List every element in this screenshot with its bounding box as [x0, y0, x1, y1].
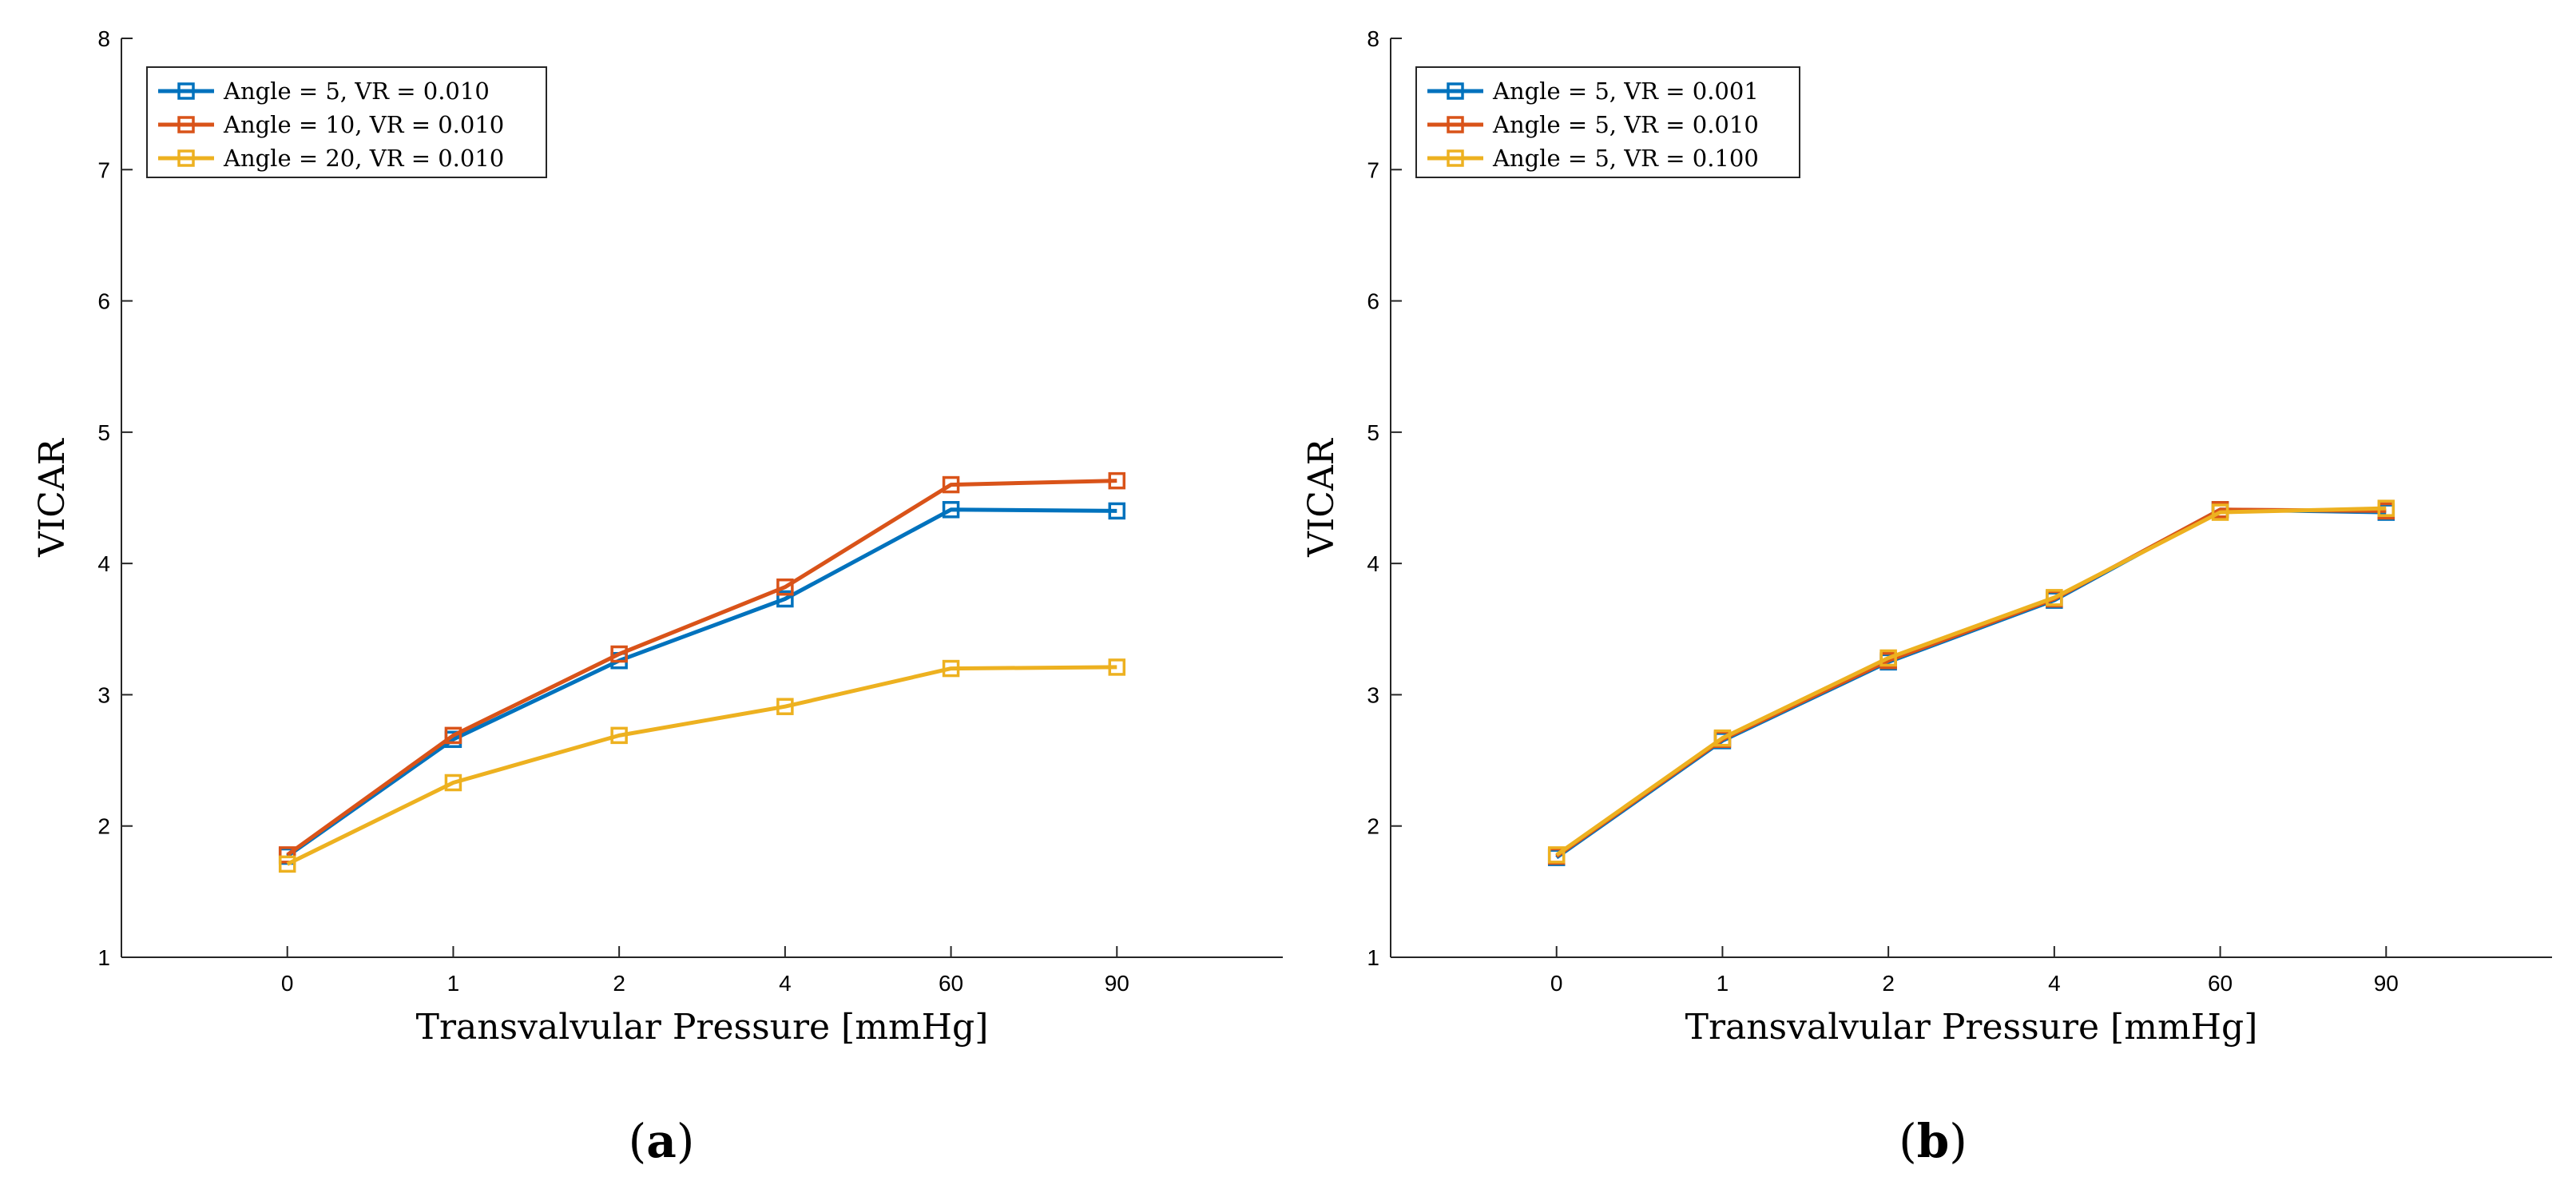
data-point-marker — [1713, 729, 1732, 747]
series-line — [1555, 507, 2387, 858]
legend: Angle = 5, VR = 0.001 Angle = 5, VR = 0.0… — [1415, 66, 1800, 178]
y-tick-label: 8 — [97, 26, 110, 51]
series-3 — [1547, 499, 2395, 864]
y-tick-label: 2 — [97, 814, 110, 839]
data-point-marker — [942, 475, 960, 494]
y-tick-label: 7 — [97, 157, 110, 182]
legend-entry: Angle = 5, VR = 0.010 — [158, 78, 490, 105]
y-tick-label: 5 — [97, 420, 110, 445]
legend-entry: Angle = 20, VR = 0.010 — [158, 145, 504, 172]
legend-swatch-marker — [177, 149, 195, 167]
data-point-marker — [942, 501, 960, 519]
panel-label-close: ) — [677, 1114, 695, 1168]
y-tick-label: 6 — [1367, 289, 1379, 314]
series-line — [1555, 507, 2387, 860]
data-point-marker — [444, 773, 462, 792]
x-tick-label: 4 — [779, 971, 792, 996]
y-tick-label: 4 — [97, 551, 110, 576]
series-1 — [278, 501, 1126, 865]
data-point-marker — [1108, 502, 1126, 520]
series-2 — [278, 471, 1126, 864]
y-tick-label: 2 — [1367, 814, 1379, 839]
x-tick-label: 60 — [2208, 971, 2233, 996]
panel-label: (b) — [1899, 1114, 1967, 1168]
data-point-marker — [444, 726, 462, 745]
legend-label: Angle = 10, VR = 0.010 — [223, 111, 504, 138]
legend-swatch-marker — [177, 116, 195, 133]
series-2 — [1547, 501, 2395, 865]
legend-swatch-marker — [1447, 116, 1464, 133]
chart-panel-a: 1 2 3 4 5 6 7 8 0 1 2 4 60 90 Transvalvular Pressure [… — [32, 26, 1283, 1168]
x-tick-label: 1 — [447, 971, 460, 996]
legend-swatch-marker — [1447, 149, 1464, 167]
legend: Angle = 5, VR = 0.010 Angle = 10, VR = 0.… — [146, 66, 547, 178]
y-tick-label: 3 — [1367, 682, 1379, 707]
data-point-marker — [1108, 471, 1126, 490]
legend-label: Angle = 5, VR = 0.010 — [1492, 111, 1759, 138]
x-tick-label: 0 — [1550, 971, 1563, 996]
legend-entry: Angle = 5, VR = 0.100 — [1427, 145, 1759, 172]
y-tick-label: 1 — [97, 945, 110, 970]
x-tick-label: 90 — [1105, 971, 1129, 996]
panel-label-open: ( — [1899, 1114, 1917, 1168]
y-axis-label: VICAR — [1301, 437, 1342, 558]
panel-label: (a) — [629, 1114, 695, 1168]
legend-label: Angle = 5, VR = 0.100 — [1492, 145, 1759, 172]
x-tick-label: 0 — [281, 971, 294, 996]
x-tick-label: 1 — [1717, 971, 1729, 996]
legend-entry: Angle = 10, VR = 0.010 — [158, 111, 504, 138]
series-line — [286, 665, 1117, 866]
series-line — [286, 507, 1117, 858]
series-line — [1555, 506, 2387, 857]
y-tick-label: 6 — [97, 289, 110, 314]
data-point-marker — [776, 578, 794, 596]
data-point-marker — [2046, 589, 2063, 606]
x-axis-label: Transvalvular Pressure [mmHg] — [1685, 1007, 2258, 1048]
data-point-marker — [1547, 846, 1566, 864]
y-tick-label: 1 — [1367, 945, 1379, 970]
panel-label-letter: b — [1917, 1114, 1950, 1168]
x-tick-label: 2 — [613, 971, 625, 996]
legend-swatch-marker — [1447, 82, 1464, 100]
x-axis-label: Transvalvular Pressure [mmHg] — [416, 1007, 989, 1048]
data-point-marker — [2211, 503, 2229, 521]
legend-entry: Angle = 5, VR = 0.001 — [1427, 78, 1759, 105]
y-tick-label: 5 — [1367, 420, 1379, 445]
legend-label: Angle = 20, VR = 0.010 — [223, 145, 504, 172]
y-tick-label: 3 — [97, 682, 110, 707]
panel-label-close: ) — [1949, 1114, 1967, 1168]
data-point-marker — [610, 645, 628, 663]
x-tick-label: 4 — [2048, 971, 2061, 996]
series-1 — [1547, 501, 2395, 866]
x-tick-label: 60 — [939, 971, 963, 996]
x-tick-label: 2 — [1882, 971, 1895, 996]
panel-label-letter: a — [646, 1114, 677, 1168]
series-3 — [278, 658, 1126, 873]
legend-label: Angle = 5, VR = 0.001 — [1492, 78, 1759, 105]
legend-swatch-marker — [177, 82, 195, 100]
data-point-marker — [776, 590, 794, 608]
data-point-marker — [1108, 658, 1126, 676]
chart-panel-b: 1 2 3 4 5 6 7 8 0 1 2 4 60 90 Transvalvular Pressure [… — [1301, 26, 2552, 1168]
data-point-marker — [278, 855, 296, 873]
y-tick-label: 7 — [1367, 157, 1379, 182]
data-point-marker — [1879, 649, 1897, 667]
y-tick-label: 4 — [1367, 551, 1379, 576]
data-point-marker — [776, 698, 794, 715]
legend-entry: Angle = 5, VR = 0.010 — [1427, 111, 1759, 138]
panel-label-open: ( — [629, 1114, 647, 1168]
series-line — [286, 479, 1117, 857]
y-tick-label: 8 — [1367, 26, 1379, 51]
legend-label: Angle = 5, VR = 0.010 — [223, 78, 490, 105]
data-point-marker — [2377, 499, 2395, 517]
data-point-marker — [610, 726, 628, 745]
data-point-marker — [942, 659, 960, 678]
x-tick-label: 90 — [2374, 971, 2399, 996]
y-axis-label: VICAR — [32, 437, 73, 558]
